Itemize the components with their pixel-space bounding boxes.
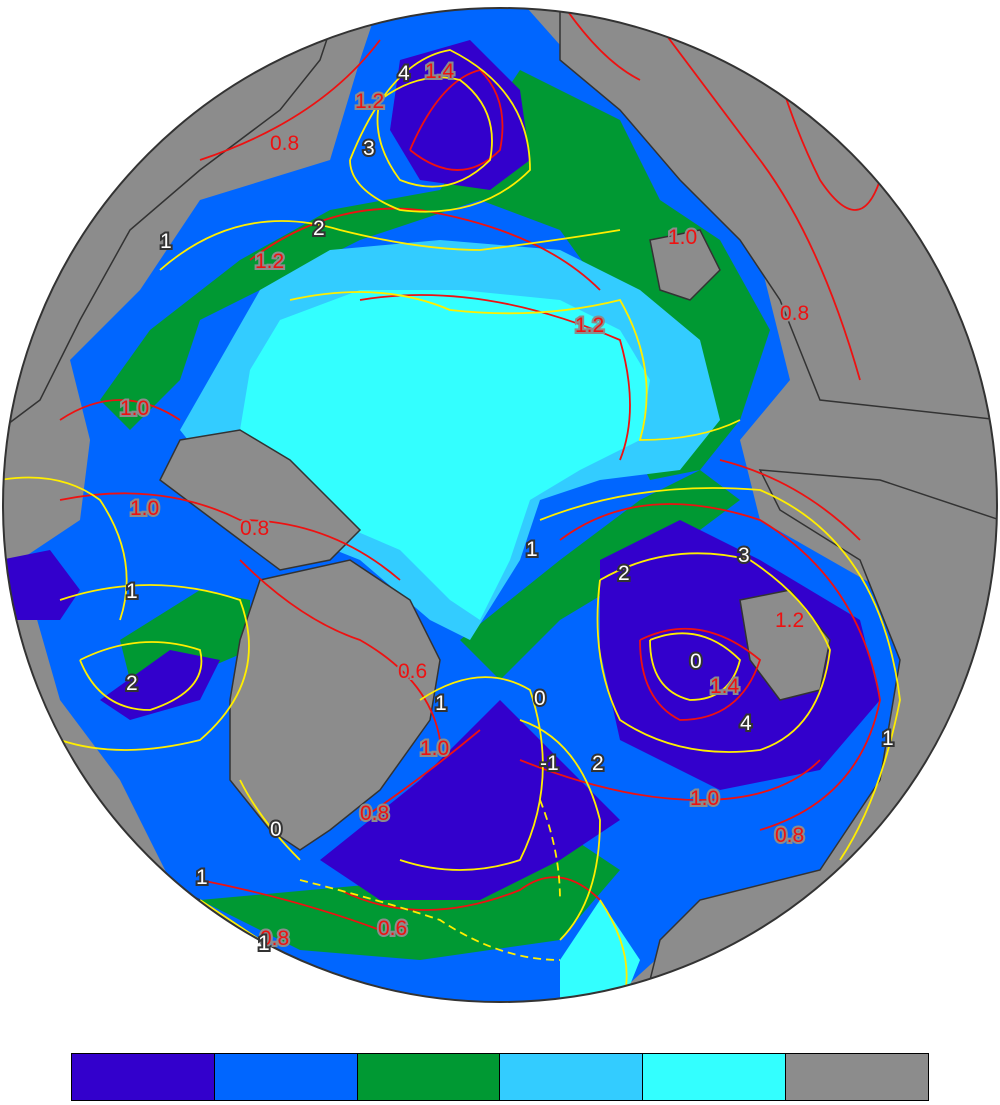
yellow-label: 1 xyxy=(526,538,538,561)
legend-swatch xyxy=(786,1054,928,1100)
baffin-shelf-green xyxy=(120,590,250,680)
beaufort-dark-core xyxy=(600,520,880,790)
yellow-label: 3 xyxy=(738,544,750,567)
yellow-label: 0 xyxy=(534,687,546,710)
red-label: 1.4 xyxy=(710,675,740,698)
yellow-label: 1 xyxy=(435,692,447,715)
laptev-dark-core xyxy=(390,40,530,190)
red-label: 0.8 xyxy=(240,517,269,540)
central-ice-cyan xyxy=(240,290,650,620)
red-label: 1.2 xyxy=(255,250,284,273)
yellow-label: 1 xyxy=(258,932,270,955)
yellow-label: 2 xyxy=(618,562,630,585)
novaya-zemlya-land xyxy=(649,229,721,301)
yellow-label: 1 xyxy=(126,580,138,603)
yellow-contour-labels: 4 3 1 2 1 1 2 2 3 4 1 0 -1 1 0 1 2 1 0 xyxy=(124,60,896,957)
yellow-label: 2 xyxy=(313,217,325,240)
yellow-label: 2 xyxy=(126,672,138,695)
legend-swatch xyxy=(500,1054,644,1100)
red-label: 0.6 xyxy=(398,660,427,683)
yellow-label: 1 xyxy=(882,727,894,750)
yellow-label: 4 xyxy=(398,62,410,85)
red-label: 1.2 xyxy=(355,90,384,113)
yellow-label: 1 xyxy=(196,866,208,889)
labrador-dark-core xyxy=(100,650,220,720)
red-label: 1.0 xyxy=(120,397,149,420)
legend-swatch xyxy=(357,1054,501,1100)
yellow-label: 0 xyxy=(270,818,282,841)
yellow-label: 4 xyxy=(740,712,752,735)
red-label: 1.0 xyxy=(420,737,449,760)
siberian-shelf-green xyxy=(100,70,770,480)
red-label: 1.4 xyxy=(425,60,455,83)
red-label: 0.8 xyxy=(780,302,809,325)
red-contours xyxy=(59,8,881,931)
red-label: 1.2 xyxy=(775,609,804,632)
red-label: 1.0 xyxy=(690,787,719,810)
color-legend xyxy=(71,1053,929,1101)
legend-swatch xyxy=(643,1054,787,1100)
map-border xyxy=(2,7,998,1003)
red-label: 1.0 xyxy=(130,497,159,520)
arctic-polar-map: 0.8 1.4 1.2 1.2 1.0 1.2 0.8 1.0 1.0 0.8 … xyxy=(2,7,998,1003)
red-label: 0.8 xyxy=(270,132,299,155)
red-label: 0.6 xyxy=(378,917,407,940)
legend-swatch xyxy=(214,1054,358,1100)
yellow-label: -1 xyxy=(540,752,559,775)
fram-strait-cyan xyxy=(560,900,640,1002)
greenland-land xyxy=(229,559,441,851)
norwegian-dark-core xyxy=(320,700,620,900)
red-label: 0.8 xyxy=(260,927,289,950)
yellow-label: 3 xyxy=(363,137,375,160)
legend-swatch xyxy=(72,1054,215,1100)
red-contour-labels: 0.8 1.4 1.2 1.2 1.0 1.2 0.8 1.0 1.0 0.8 … xyxy=(118,58,811,952)
yellow-label: 2 xyxy=(592,752,604,775)
map-disc xyxy=(3,8,997,1002)
red-label: 0.8 xyxy=(775,824,804,847)
yellow-label: 0 xyxy=(690,650,702,673)
yellow-label: 1 xyxy=(160,230,172,253)
red-label: 1.2 xyxy=(575,314,604,337)
red-label: 1.0 xyxy=(668,226,697,249)
red-label: 0.8 xyxy=(360,802,389,825)
baffin-dark-core xyxy=(3,550,80,620)
